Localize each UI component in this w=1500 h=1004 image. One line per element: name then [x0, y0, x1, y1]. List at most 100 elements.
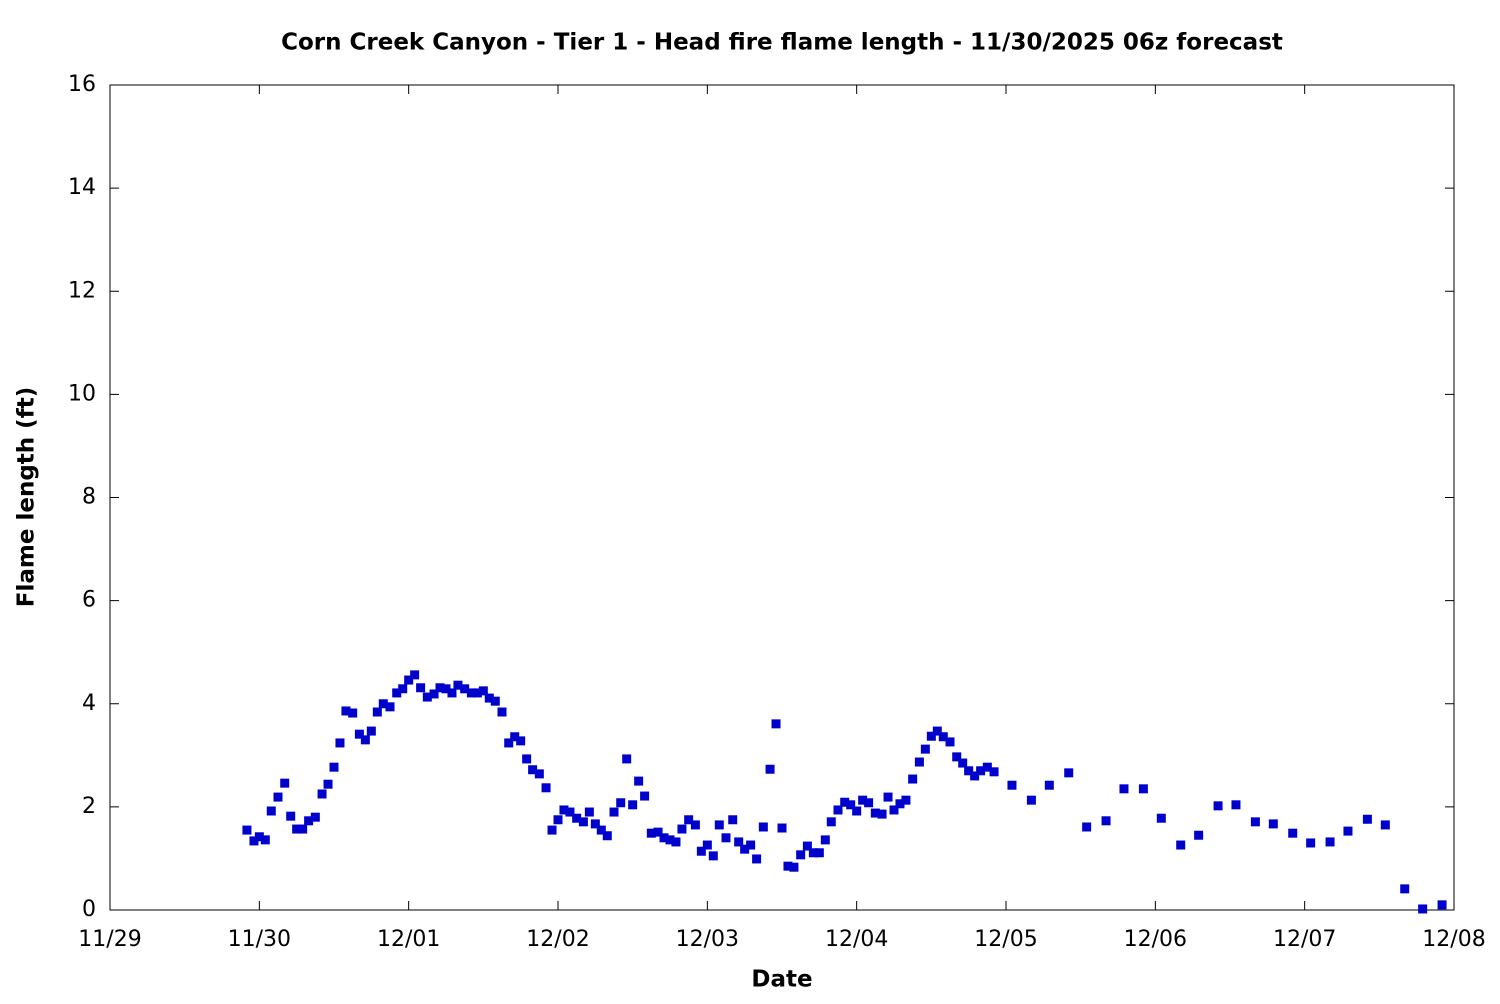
- data-point: [602, 831, 612, 841]
- data-point: [422, 692, 432, 702]
- y-axis-label: Flame length (ft): [14, 387, 40, 607]
- data-point: [646, 828, 656, 838]
- data-point: [466, 688, 476, 698]
- x-tick-label: 12/03: [676, 927, 739, 952]
- data-point: [659, 833, 669, 843]
- data-point: [877, 809, 887, 819]
- data-point: [1138, 784, 1148, 794]
- data-point: [378, 699, 388, 709]
- data-point: [584, 807, 594, 817]
- data-point: [310, 812, 320, 822]
- data-point: [926, 731, 936, 741]
- data-point: [846, 800, 856, 810]
- data-point: [323, 779, 333, 789]
- y-tick-label: 10: [68, 381, 96, 406]
- data-point: [1306, 838, 1316, 848]
- data-point: [814, 848, 824, 858]
- data-point: [441, 684, 451, 694]
- data-point: [1418, 904, 1428, 914]
- data-point: [889, 805, 899, 815]
- data-point: [622, 754, 632, 764]
- data-point: [553, 815, 563, 825]
- data-point: [840, 797, 850, 807]
- data-point: [938, 732, 948, 742]
- data-point: [1007, 780, 1017, 790]
- data-point: [385, 702, 395, 712]
- data-point: [714, 820, 724, 830]
- data-point: [777, 823, 787, 833]
- data-point: [640, 791, 650, 801]
- data-point: [702, 840, 712, 850]
- data-point: [1288, 828, 1298, 838]
- y-tick-label: 16: [68, 72, 96, 97]
- data-point: [721, 833, 731, 843]
- data-point: [970, 771, 980, 781]
- data-point: [616, 798, 626, 808]
- data-point: [1194, 830, 1204, 840]
- data-point: [989, 767, 999, 777]
- y-tick-label: 0: [82, 897, 96, 922]
- data-point: [1213, 801, 1223, 811]
- data-point: [254, 832, 264, 842]
- data-point: [360, 735, 370, 745]
- data-point: [354, 729, 364, 739]
- data-point: [901, 795, 911, 805]
- data-point: [826, 817, 836, 827]
- data-point: [292, 824, 302, 834]
- data-point: [696, 846, 706, 856]
- data-point: [796, 850, 806, 860]
- data-point: [952, 752, 962, 762]
- data-point: [304, 816, 314, 826]
- data-point: [758, 822, 768, 832]
- data-point: [808, 848, 818, 858]
- data-point: [1044, 780, 1054, 790]
- data-point: [547, 825, 557, 835]
- data-point: [964, 766, 974, 776]
- data-point: [914, 757, 924, 767]
- data-point: [708, 851, 718, 861]
- data-point: [392, 688, 402, 698]
- data-point: [266, 806, 276, 816]
- data-point: [1119, 784, 1129, 794]
- data-point: [820, 835, 830, 845]
- data-point: [908, 774, 918, 784]
- data-point: [453, 680, 463, 690]
- data-point: [372, 707, 382, 717]
- x-tick-label: 11/30: [228, 927, 291, 952]
- data-point: [976, 766, 986, 776]
- x-tick-label: 12/04: [825, 927, 888, 952]
- data-point: [1156, 813, 1166, 823]
- data-point: [728, 815, 738, 825]
- data-point: [765, 764, 775, 774]
- data-point: [341, 706, 351, 716]
- data-point: [945, 737, 955, 747]
- data-point: [895, 799, 905, 809]
- data-point: [410, 670, 420, 680]
- data-point: [534, 769, 544, 779]
- data-point: [565, 807, 575, 817]
- data-point: [1064, 768, 1074, 778]
- data-point: [920, 744, 930, 754]
- data-point: [1343, 826, 1353, 836]
- data-point: [596, 825, 606, 835]
- y-tick-label: 8: [82, 485, 96, 510]
- data-point: [472, 688, 482, 698]
- x-tick-label: 12/05: [974, 927, 1037, 952]
- data-point: [1437, 900, 1447, 910]
- data-point: [484, 693, 494, 703]
- data-point: [280, 778, 290, 788]
- data-point: [752, 854, 762, 864]
- data-point: [497, 707, 507, 717]
- data-point: [516, 736, 526, 746]
- y-tick-label: 4: [82, 691, 96, 716]
- x-tick-label: 12/02: [526, 927, 589, 952]
- data-point: [665, 835, 675, 845]
- data-point: [771, 719, 781, 729]
- data-point: [541, 783, 551, 793]
- y-tick-label: 2: [82, 794, 96, 819]
- data-point: [802, 841, 812, 851]
- data-point: [982, 762, 992, 772]
- data-point: [273, 792, 283, 802]
- data-point: [1325, 837, 1335, 847]
